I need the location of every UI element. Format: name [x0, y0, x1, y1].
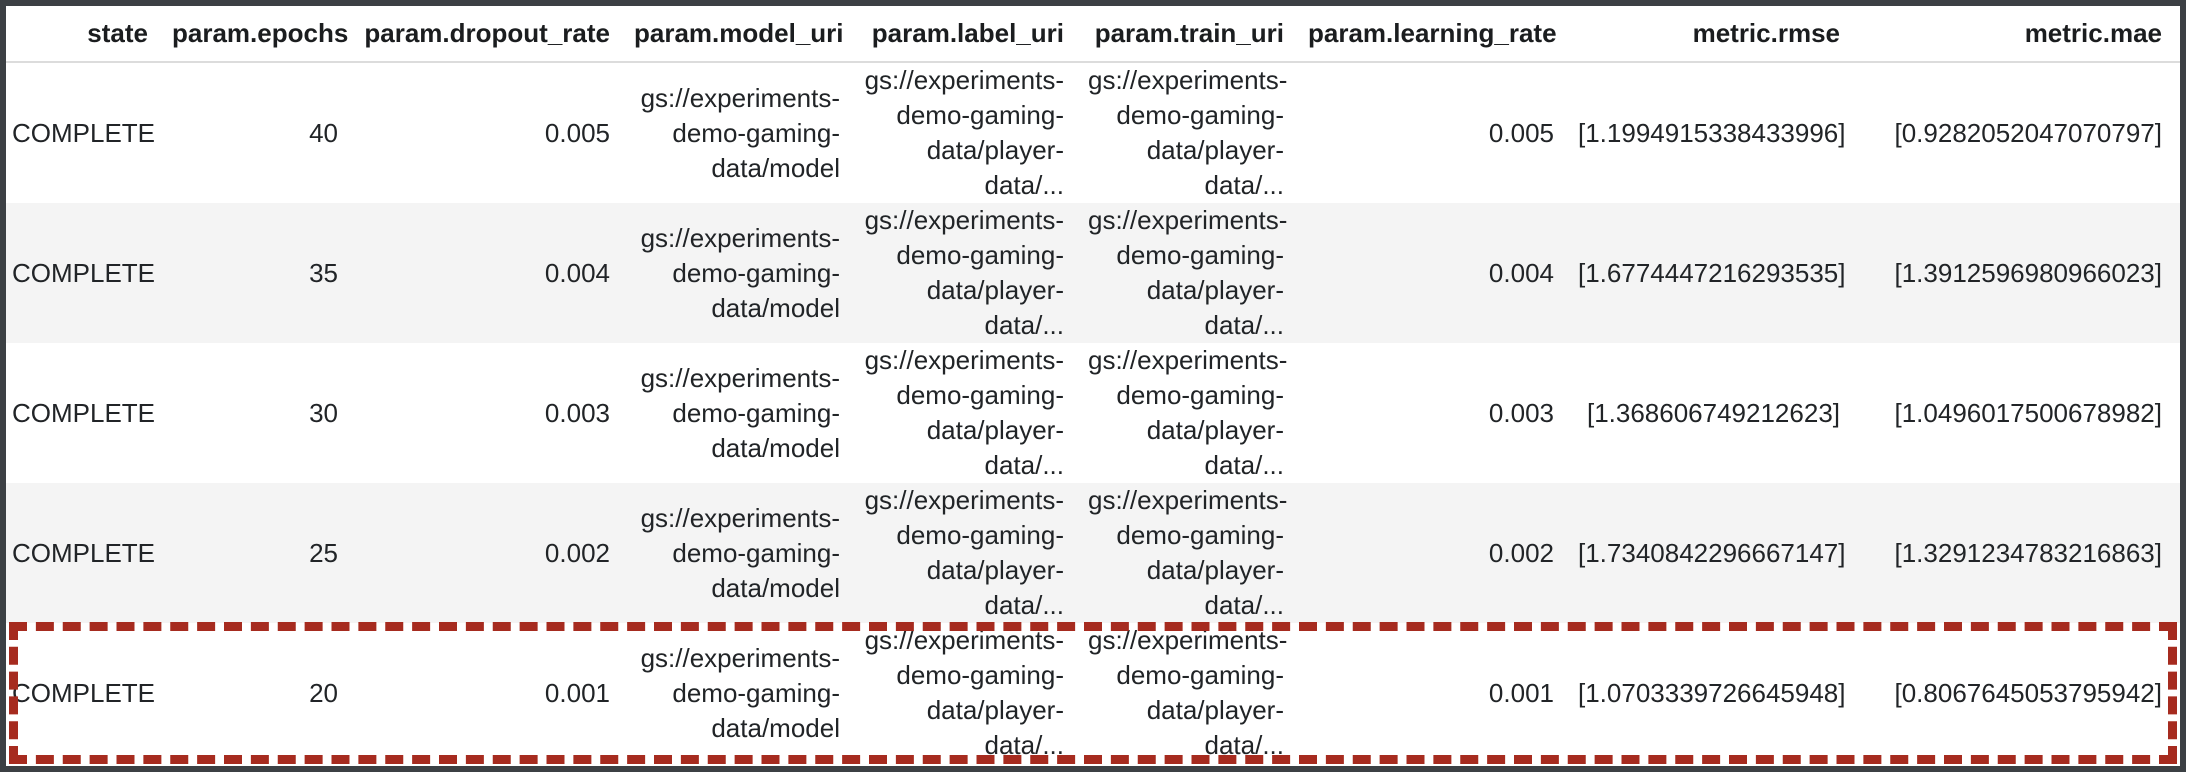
epochs-cell: 25 — [309, 537, 338, 568]
label-uri-cell: gs://experiments-demo-gaming-data/player… — [864, 345, 1064, 480]
dropout-rate-cell: 0.004 — [544, 257, 610, 288]
dropout-rate-cell: 0.005 — [544, 117, 610, 148]
train-uri-cell: gs://experiments-demo-gaming-data/player… — [1088, 625, 1288, 760]
table-header: state param.epochs param.dropout_rate pa… — [6, 6, 2180, 63]
model-uri-cell: gs://experiments-demo-gaming-data/model — [640, 222, 840, 323]
train-uri-cell: gs://experiments-demo-gaming-data/player… — [1088, 205, 1288, 340]
train-uri-cell: gs://experiments-demo-gaming-data/player… — [1088, 345, 1288, 480]
rmse-cell: [1.0703339726645948] — [1578, 677, 1846, 708]
table-body: COMPLETE 40 0.005 gs://experiments-demo-… — [6, 62, 2180, 763]
mae-cell: [0.8067645053795942] — [1894, 677, 2163, 708]
rmse-cell: [1.1994915338433996] — [1578, 117, 1846, 148]
learning-rate-cell: 0.004 — [1488, 257, 1554, 288]
table-row[interactable]: COMPLETE 25 0.002 gs://experiments-demo-… — [6, 483, 2180, 623]
learning-rate-cell: 0.001 — [1488, 677, 1554, 708]
column-header-param-label-uri: param.label_uri — [858, 6, 1082, 63]
column-header-param-model-uri: param.model_uri — [628, 6, 858, 63]
table-row[interactable]: COMPLETE 40 0.005 gs://experiments-demo-… — [6, 62, 2180, 203]
table-row-highlighted[interactable]: COMPLETE 20 0.001 gs://experiments-demo-… — [6, 623, 2180, 763]
model-uri-cell: gs://experiments-demo-gaming-data/model — [640, 82, 840, 183]
state-cell: COMPLETE — [12, 677, 156, 708]
epochs-cell: 35 — [309, 257, 338, 288]
table-row[interactable]: COMPLETE 35 0.004 gs://experiments-demo-… — [6, 203, 2180, 343]
train-uri-cell: gs://experiments-demo-gaming-data/player… — [1088, 65, 1288, 200]
epochs-cell: 20 — [309, 677, 338, 708]
label-uri-cell: gs://experiments-demo-gaming-data/player… — [864, 205, 1064, 340]
rmse-cell: [1.368606749212623] — [1586, 397, 1840, 428]
mae-cell: [1.3291234783216863] — [1894, 537, 2163, 568]
state-cell: COMPLETE — [12, 397, 156, 428]
dropout-rate-cell: 0.001 — [544, 677, 610, 708]
state-cell: COMPLETE — [12, 537, 156, 568]
learning-rate-cell: 0.005 — [1488, 117, 1554, 148]
table-row[interactable]: COMPLETE 30 0.003 gs://experiments-demo-… — [6, 343, 2180, 483]
header-row: state param.epochs param.dropout_rate pa… — [6, 6, 2180, 63]
rmse-cell: [1.7340842296667147] — [1578, 537, 1846, 568]
mae-cell: [1.0496017500678982] — [1894, 397, 2163, 428]
mae-cell: [0.9282052047070797] — [1894, 117, 2163, 148]
state-cell: COMPLETE — [12, 117, 156, 148]
column-header-param-dropout-rate: param.dropout_rate — [356, 6, 628, 63]
learning-rate-cell: 0.002 — [1488, 537, 1554, 568]
column-header-param-learning-rate: param.learning_rate — [1302, 6, 1572, 63]
train-uri-cell: gs://experiments-demo-gaming-data/player… — [1088, 485, 1288, 620]
model-uri-cell: gs://experiments-demo-gaming-data/model — [640, 642, 840, 743]
label-uri-cell: gs://experiments-demo-gaming-data/player… — [864, 485, 1064, 620]
model-uri-cell: gs://experiments-demo-gaming-data/model — [640, 502, 840, 603]
dropout-rate-cell: 0.002 — [544, 537, 610, 568]
learning-rate-cell: 0.003 — [1488, 397, 1554, 428]
column-header-param-epochs: param.epochs — [166, 6, 356, 63]
dropout-rate-cell: 0.003 — [544, 397, 610, 428]
column-header-param-train-uri: param.train_uri — [1082, 6, 1302, 63]
epochs-cell: 30 — [309, 397, 338, 428]
experiment-runs-table: state param.epochs param.dropout_rate pa… — [6, 6, 2180, 763]
column-header-state: state — [6, 6, 166, 63]
epochs-cell: 40 — [309, 117, 338, 148]
rmse-cell: [1.6774447216293535] — [1578, 257, 1846, 288]
column-header-metric-mae: metric.mae — [1858, 6, 2180, 63]
column-header-metric-rmse: metric.rmse — [1572, 6, 1858, 63]
mae-cell: [1.3912596980966023] — [1894, 257, 2163, 288]
state-cell: COMPLETE — [12, 257, 156, 288]
label-uri-cell: gs://experiments-demo-gaming-data/player… — [864, 625, 1064, 760]
model-uri-cell: gs://experiments-demo-gaming-data/model — [640, 362, 840, 463]
label-uri-cell: gs://experiments-demo-gaming-data/player… — [864, 65, 1064, 200]
